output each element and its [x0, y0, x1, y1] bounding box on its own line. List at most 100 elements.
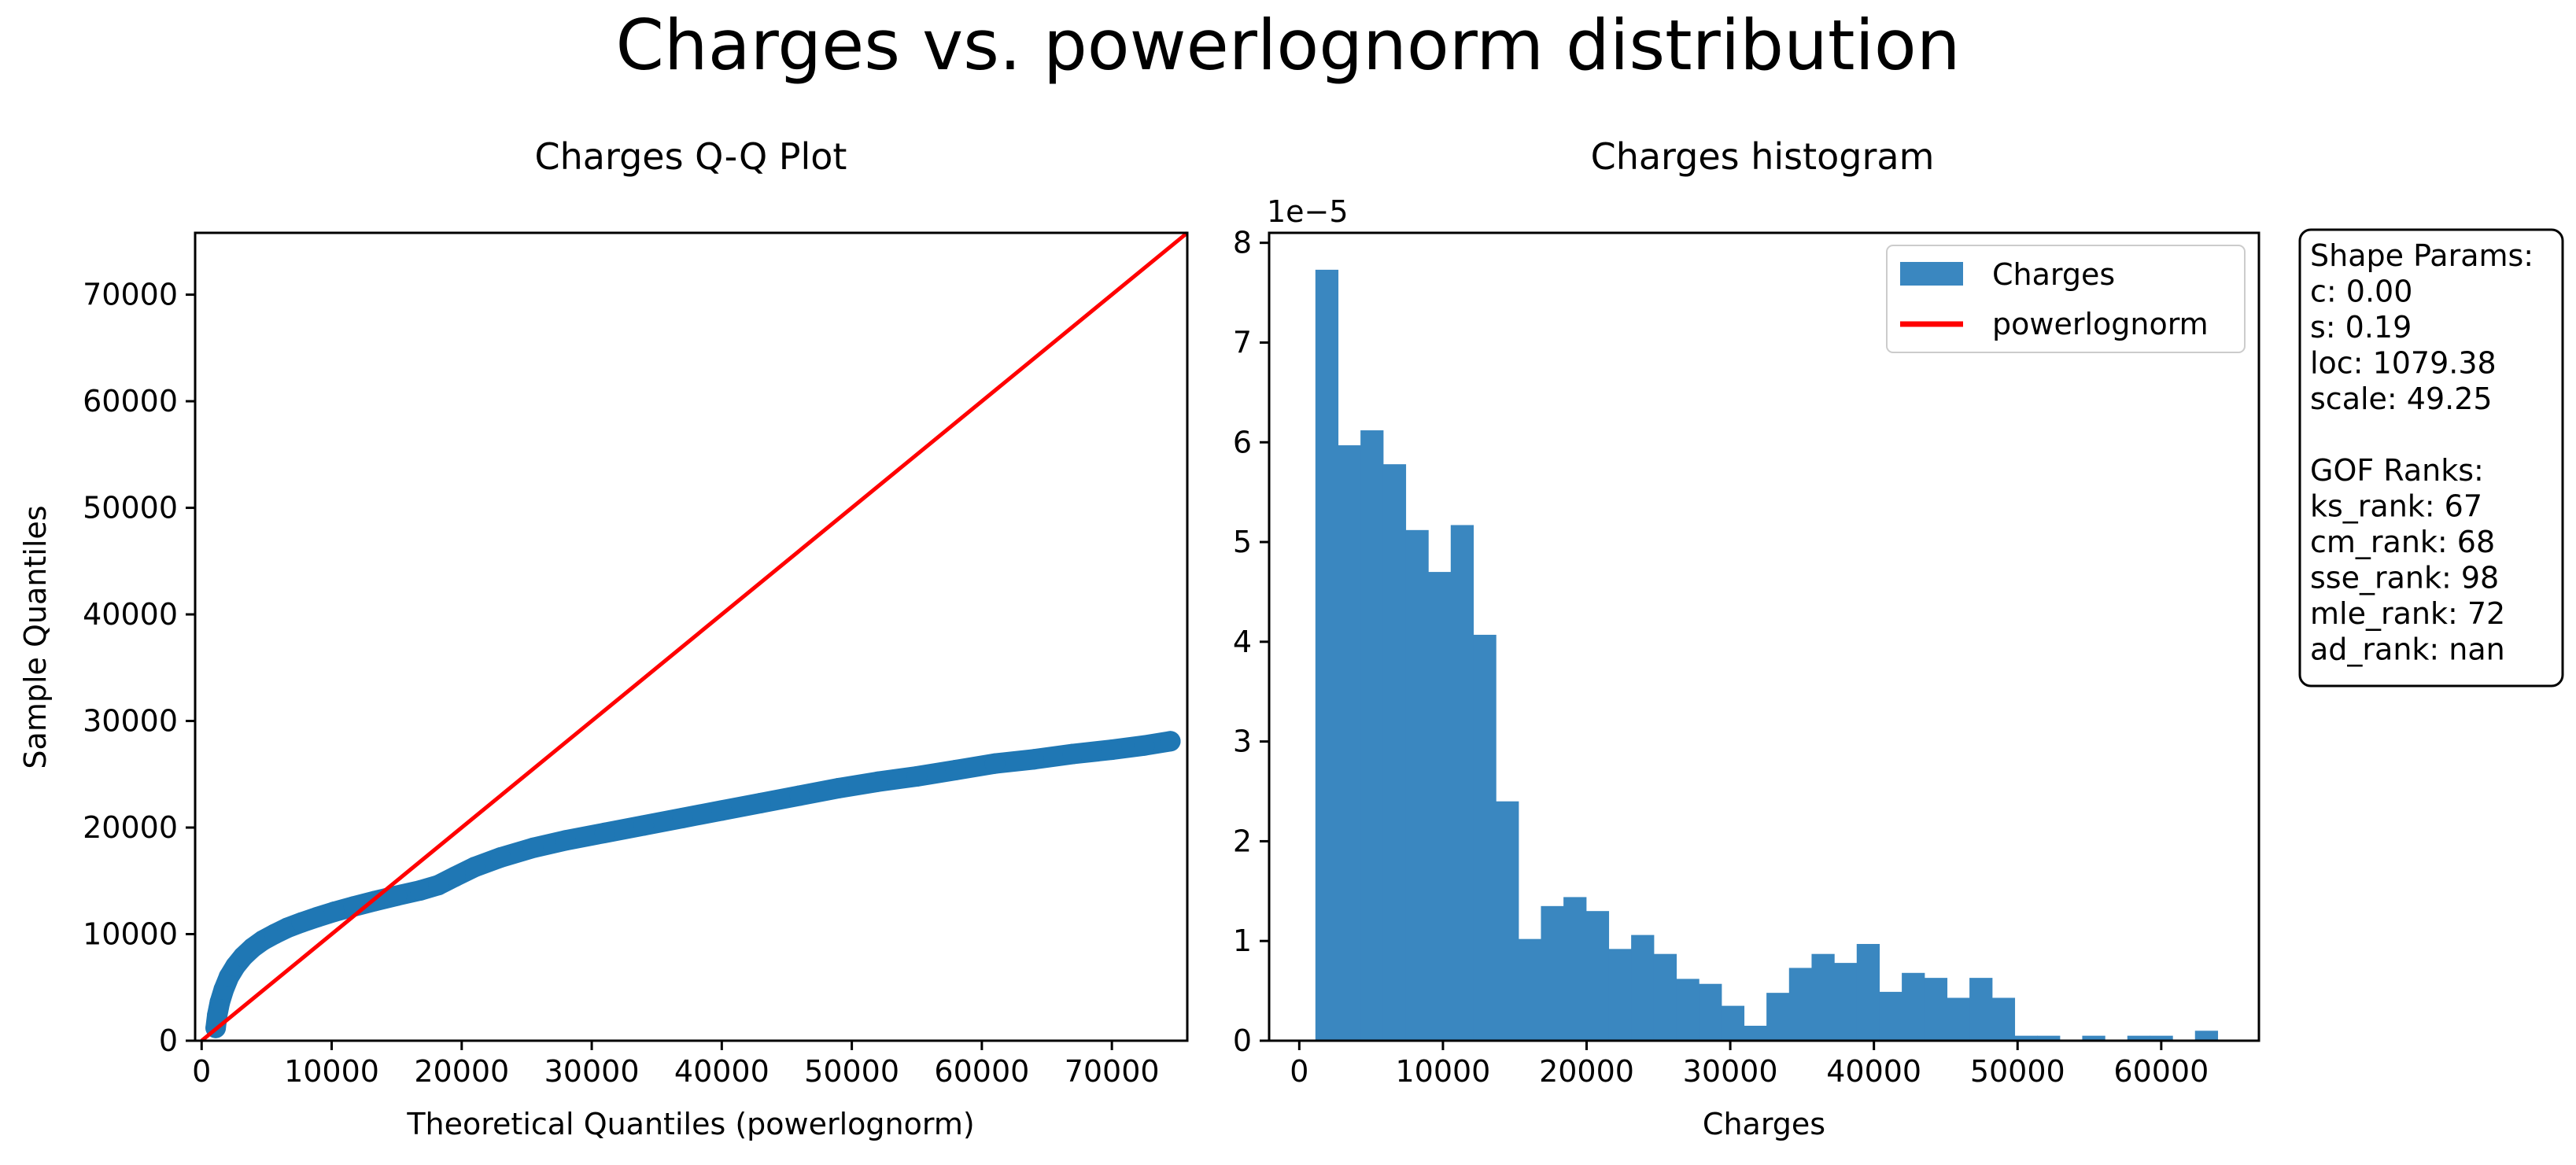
qq-reference-line-path — [200, 231, 1189, 1042]
hist-y-tick-label: 4 — [1233, 625, 1252, 659]
hist-bar — [1585, 911, 1610, 1041]
hist-bar — [2014, 1035, 2038, 1041]
hist-bar — [1563, 897, 1587, 1041]
legend-swatch-charges — [1900, 262, 1963, 286]
qq-point — [906, 765, 928, 787]
hist-bar — [1541, 905, 1564, 1041]
qq-point — [945, 759, 966, 780]
info-line: Shape Params: — [2310, 238, 2534, 273]
hist-bar — [1382, 464, 1407, 1041]
qq-point — [789, 785, 810, 806]
qq-point — [323, 901, 345, 923]
hist-bar — [2127, 1035, 2151, 1041]
qq-y-tick-label: 30000 — [83, 704, 178, 739]
hist-bar — [1856, 944, 1880, 1041]
hist-bar — [1879, 991, 1902, 1041]
qq-y-tick-label: 10000 — [83, 917, 178, 952]
qq-point — [464, 857, 485, 878]
qq-point — [555, 830, 577, 851]
qq-x-axis-label: Theoretical Quantiles (powerlognorm) — [406, 1107, 974, 1141]
hist-bar — [1924, 978, 1948, 1041]
hist-x-tick-label: 10000 — [1395, 1054, 1490, 1089]
qq-y-tick-label: 60000 — [83, 384, 178, 418]
legend-label-powerlognorm: powerlognorm — [1992, 307, 2209, 341]
hist-bar — [1766, 993, 1790, 1041]
hist-y-tick-label: 3 — [1233, 724, 1252, 759]
hist-bar — [1834, 963, 1858, 1041]
hist-y-tick-label: 8 — [1233, 226, 1252, 260]
qq-point — [490, 846, 511, 868]
hist-bar — [1721, 1005, 1745, 1041]
hist-bars — [1315, 269, 2219, 1041]
qq-x-tick-label: 20000 — [414, 1054, 509, 1089]
info-box-frame — [2298, 228, 2564, 688]
qq-points — [205, 731, 1181, 1038]
hist-x-tick-label: 60000 — [2113, 1054, 2209, 1089]
qq-x-tick-label: 10000 — [284, 1054, 379, 1089]
info-line: c: 0.00 — [2310, 275, 2412, 309]
hist-bar — [1699, 983, 1722, 1041]
info-line: s: 0.19 — [2310, 310, 2412, 345]
hist-y-tick-label: 0 — [1233, 1023, 1252, 1058]
qq-y-tick-label: 0 — [159, 1023, 178, 1058]
hist-title: Charges histogram — [1591, 135, 1935, 178]
hist-x-tick-label: 20000 — [1539, 1054, 1634, 1089]
hist-bar — [1338, 445, 1361, 1041]
qq-y-tick-label: 40000 — [83, 597, 178, 632]
info-line: mle_rank: 72 — [2310, 596, 2505, 631]
qq-point — [445, 866, 466, 887]
qq-tick-group: 0 10000 20000 30000 40000 50000 60000 70000 0 100… — [83, 278, 1159, 1089]
hist-x-tick-label: 0 — [1290, 1054, 1308, 1089]
info-line: sse_rank: 98 — [2310, 561, 2499, 595]
qq-point — [428, 875, 449, 896]
qq-x-tick-label: 30000 — [544, 1054, 640, 1089]
qq-point — [522, 837, 544, 858]
qq-x-tick-label: 0 — [192, 1054, 211, 1089]
info-line: loc: 1079.38 — [2310, 346, 2497, 381]
qq-y-tick-label: 50000 — [83, 491, 178, 525]
hist-bar — [1496, 801, 1519, 1041]
hist-bar — [1744, 1025, 1767, 1041]
info-line: ks_rank: 67 — [2310, 489, 2482, 524]
hist-bar — [1947, 997, 1970, 1041]
hist-bar — [2037, 1035, 2061, 1041]
hist-bar — [1631, 935, 1655, 1041]
hist-y-tick-label: 5 — [1233, 525, 1252, 559]
hist-bar — [1450, 525, 1474, 1041]
hist-bar — [2194, 1030, 2219, 1041]
figure-title: Charges vs. powerlognorm distribution — [615, 5, 1960, 86]
hist-y-tick-label: 1 — [1233, 924, 1252, 958]
qq-plot: Charges Q-Q Plot 0 10000 20000 30000 40000 50… — [18, 135, 1189, 1141]
hist-bar — [1315, 269, 1339, 1041]
hist-bar — [1473, 634, 1497, 1041]
hist-bar — [1991, 997, 2016, 1041]
hist-x-tick-label: 30000 — [1683, 1054, 1778, 1089]
qq-point — [307, 906, 328, 927]
hist-bar — [2150, 1035, 2173, 1041]
hist-axes-frame — [1268, 231, 2260, 1042]
hist-y-tick-label: 2 — [1233, 824, 1252, 858]
hist-offset-label: 1e−5 — [1267, 194, 1349, 229]
qq-points-band — [205, 731, 1181, 1038]
hist-x-axis-label: Charges — [1703, 1107, 1825, 1141]
qq-point — [984, 753, 1006, 774]
hist-bar — [1902, 972, 1925, 1041]
hist-x-tick-label: 50000 — [1970, 1054, 2065, 1089]
qq-point — [386, 885, 408, 906]
hist-y-tick-label: 6 — [1233, 425, 1252, 459]
hist-bar — [2082, 1035, 2105, 1041]
qq-point — [1134, 735, 1155, 756]
qq-point — [409, 879, 430, 901]
qq-point — [1023, 749, 1044, 770]
legend-label-charges: Charges — [1992, 257, 2115, 292]
info-line: ad_rank: nan — [2310, 632, 2505, 667]
qq-point — [633, 815, 655, 836]
qq-x-tick-label: 60000 — [934, 1054, 1029, 1089]
qq-point — [594, 822, 615, 843]
qq-x-tick-label: 40000 — [674, 1054, 769, 1089]
hist-bar — [1676, 979, 1699, 1041]
info-line: scale: 49.25 — [2310, 382, 2493, 416]
